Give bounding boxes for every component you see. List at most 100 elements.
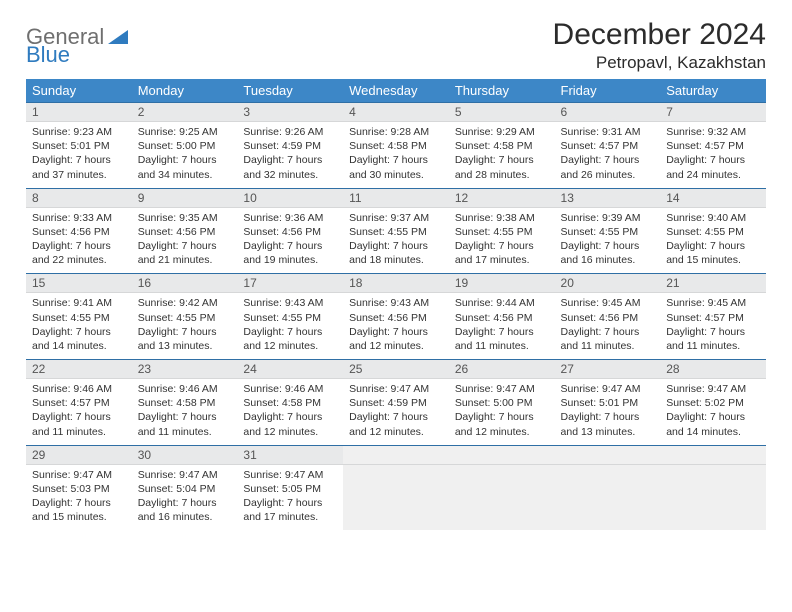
daylight-line: Daylight: 7 hours and 13 minutes. [138, 326, 217, 352]
day-number: 8 [26, 189, 132, 208]
calendar-day-cell: 29Sunrise: 9:47 AMSunset: 5:03 PMDayligh… [26, 445, 132, 530]
day-body: Sunrise: 9:29 AM Sunset: 4:58 PM Daylight:… [449, 122, 555, 188]
sunrise-line: Sunrise: 9:46 AM [32, 383, 112, 395]
calendar-day-cell: 23Sunrise: 9:46 AMSunset: 4:58 PMDayligh… [132, 360, 238, 446]
sunset-line: Sunset: 4:56 PM [561, 312, 639, 324]
header: General December 2024 Petropavl, Kazakhs… [26, 18, 766, 73]
day-number: 25 [343, 360, 449, 379]
daylight-line: Daylight: 7 hours and 13 minutes. [561, 411, 640, 437]
daylight-line: Daylight: 7 hours and 11 minutes. [561, 326, 640, 352]
sunset-line: Sunset: 4:58 PM [243, 397, 321, 409]
day-body: Sunrise: 9:39 AMSunset: 4:55 PMDaylight:… [555, 208, 661, 274]
sunrise-line: Sunrise: 9:42 AM [138, 297, 218, 309]
sunset-line: Sunset: 4:59 PM [243, 140, 321, 152]
calendar-day-cell: 11Sunrise: 9:37 AMSunset: 4:55 PMDayligh… [343, 188, 449, 274]
day-body: Sunrise: 9:43 AMSunset: 4:56 PMDaylight:… [343, 293, 449, 359]
day-body: Sunrise: 9:47 AMSunset: 5:02 PMDaylight:… [660, 379, 766, 445]
sunrise-line: Sunrise: 9:46 AM [243, 383, 323, 395]
day-body: Sunrise: 9:46 AMSunset: 4:58 PMDaylight:… [237, 379, 343, 445]
daylight-line: Daylight: 7 hours and 14 minutes. [666, 411, 745, 437]
calendar-body: 1Sunrise: 9:23 AMSunset: 5:01 PMDaylight… [26, 103, 766, 531]
day-number-empty [343, 446, 449, 465]
day-body-empty [555, 465, 661, 530]
calendar-day-cell: 24Sunrise: 9:46 AMSunset: 4:58 PMDayligh… [237, 360, 343, 446]
calendar-week-row: 22 Sunrise: 9:46 AM Sunset: 4:57 PM Dayligh… [26, 360, 766, 446]
calendar-day-cell [449, 445, 555, 530]
day-number: 22 [26, 360, 132, 379]
sunset-line: Sunset: 4:55 PM [666, 226, 744, 238]
daylight-line: Daylight: 7 hours and 11 minutes. [455, 326, 534, 352]
sunrise-line: Sunrise: 9:39 AM [561, 212, 641, 224]
location-label: Petropavl, Kazakhstan [553, 53, 766, 73]
calendar-day-cell: 16Sunrise: 9:42 AMSunset: 4:55 PMDayligh… [132, 274, 238, 360]
daylight-line: Daylight: 7 hours and 24 minutes. [666, 154, 745, 180]
day-number: 13 [555, 189, 661, 208]
daylight-line: Daylight: 7 hours and 14 minutes. [32, 326, 111, 352]
sunset-line: Sunset: 4:56 PM [349, 312, 427, 324]
calendar-day-cell: 26Sunrise: 9:47 AMSunset: 5:00 PMDayligh… [449, 360, 555, 446]
day-body: Sunrise: 9:47 AMSunset: 5:04 PMDaylight:… [132, 465, 238, 531]
sunrise-line: Sunrise: 9:25 AM [138, 126, 218, 138]
weekday-row: SundayMondayTuesdayWednesdayThursdayFrid… [26, 79, 766, 103]
calendar-week-row: 8 Sunrise: 9:33 AM Sunset: 4:56 PM Daylight… [26, 188, 766, 274]
sunrise-line: Sunrise: 9:32 AM [666, 126, 746, 138]
sunrise-line: Sunrise: 9:45 AM [666, 297, 746, 309]
day-number: 21 [660, 274, 766, 293]
sunrise-line: Sunrise: 9:29 AM [455, 126, 535, 138]
sunset-line: Sunset: 4:57 PM [561, 140, 639, 152]
calendar-day-cell: 14Sunrise: 9:40 AMSunset: 4:55 PMDayligh… [660, 188, 766, 274]
day-number: 18 [343, 274, 449, 293]
daylight-line: Daylight: 7 hours and 12 minutes. [349, 326, 428, 352]
sunset-line: Sunset: 5:04 PM [138, 483, 216, 495]
weekday-header: Friday [555, 79, 661, 103]
day-number: 2 [132, 103, 238, 122]
sunrise-line: Sunrise: 9:45 AM [561, 297, 641, 309]
daylight-line: Daylight: 7 hours and 16 minutes. [138, 497, 217, 523]
calendar-day-cell: 9Sunrise: 9:35 AMSunset: 4:56 PMDaylight… [132, 188, 238, 274]
day-number: 14 [660, 189, 766, 208]
day-number: 1 [26, 103, 132, 122]
calendar-day-cell: 12Sunrise: 9:38 AMSunset: 4:55 PMDayligh… [449, 188, 555, 274]
day-number: 27 [555, 360, 661, 379]
calendar-week-row: 29Sunrise: 9:47 AMSunset: 5:03 PMDayligh… [26, 445, 766, 530]
sunrise-line: Sunrise: 9:31 AM [561, 126, 641, 138]
logo-blue-wrap: Blue [26, 42, 70, 68]
daylight-line: Daylight: 7 hours and 17 minutes. [455, 240, 534, 266]
day-body: Sunrise: 9:26 AMSunset: 4:59 PMDaylight:… [237, 122, 343, 188]
day-number: 20 [555, 274, 661, 293]
day-number-empty [660, 446, 766, 465]
calendar-day-cell: 27Sunrise: 9:47 AMSunset: 5:01 PMDayligh… [555, 360, 661, 446]
daylight-line: Daylight: 7 hours and 22 minutes. [32, 240, 111, 266]
calendar-day-cell: 10Sunrise: 9:36 AMSunset: 4:56 PMDayligh… [237, 188, 343, 274]
day-body: Sunrise: 9:35 AMSunset: 4:56 PMDaylight:… [132, 208, 238, 274]
sunrise-line: Sunrise: 9:47 AM [349, 383, 429, 395]
daylight-line: Daylight: 7 hours and 28 minutes. [455, 154, 534, 180]
day-body: Sunrise: 9:41 AMSunset: 4:55 PMDaylight:… [26, 293, 132, 359]
weekday-header: Monday [132, 79, 238, 103]
sunset-line: Sunset: 4:56 PM [32, 226, 110, 238]
day-number: 17 [237, 274, 343, 293]
sunset-line: Sunset: 4:55 PM [455, 226, 533, 238]
sunset-line: Sunset: 4:58 PM [455, 140, 533, 152]
sunrise-line: Sunrise: 9:47 AM [32, 469, 112, 481]
calendar-day-cell [555, 445, 661, 530]
day-number: 15 [26, 274, 132, 293]
day-number: 30 [132, 446, 238, 465]
sunrise-line: Sunrise: 9:35 AM [138, 212, 218, 224]
daylight-line: Daylight: 7 hours and 11 minutes. [138, 411, 217, 437]
day-body: Sunrise: 9:25 AMSunset: 5:00 PMDaylight:… [132, 122, 238, 188]
calendar-day-cell: 31Sunrise: 9:47 AMSunset: 5:05 PMDayligh… [237, 445, 343, 530]
sunset-line: Sunset: 5:01 PM [561, 397, 639, 409]
sunrise-line: Sunrise: 9:33 AM [32, 212, 112, 224]
day-number: 31 [237, 446, 343, 465]
sunset-line: Sunset: 4:56 PM [455, 312, 533, 324]
day-body: Sunrise: 9:33 AM Sunset: 4:56 PM Daylight:… [26, 208, 132, 274]
daylight-line: Daylight: 7 hours and 26 minutes. [561, 154, 640, 180]
sunset-line: Sunset: 4:58 PM [138, 397, 216, 409]
day-body: Sunrise: 9:47 AMSunset: 5:03 PMDaylight:… [26, 465, 132, 531]
calendar-day-cell: 6Sunrise: 9:31 AMSunset: 4:57 PMDaylight… [555, 103, 661, 189]
sunset-line: Sunset: 4:57 PM [32, 397, 110, 409]
sunrise-line: Sunrise: 9:26 AM [243, 126, 323, 138]
calendar-day-cell: 17Sunrise: 9:43 AMSunset: 4:55 PMDayligh… [237, 274, 343, 360]
day-body: Sunrise: 9:47 AMSunset: 4:59 PMDaylight:… [343, 379, 449, 445]
